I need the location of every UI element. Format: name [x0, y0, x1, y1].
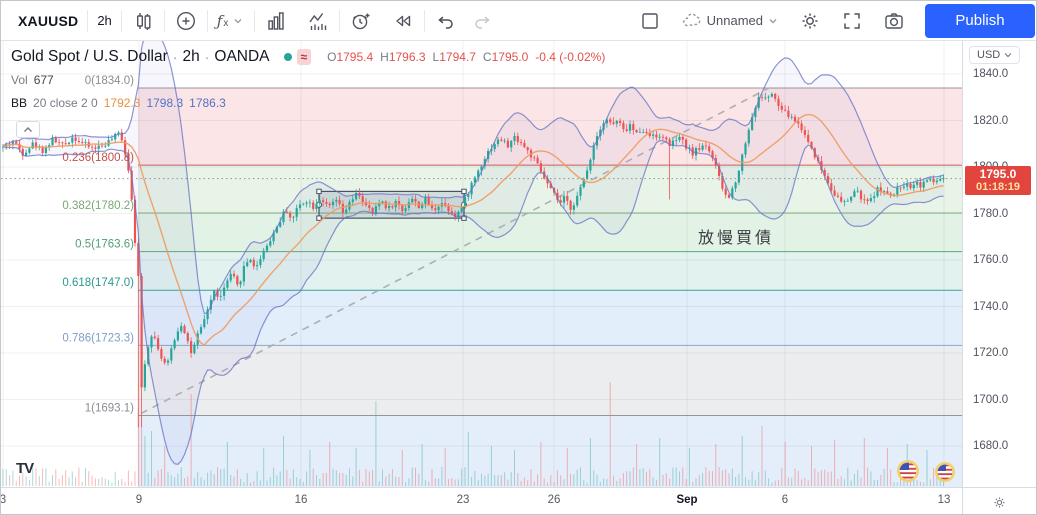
symbol-label: XAUUSD: [18, 12, 79, 29]
save-layout-button[interactable]: Unnamed: [671, 4, 789, 38]
redo-button[interactable]: [461, 4, 503, 38]
fib-labels-layer: 0(1834.0) 0.236(1800.8) 0.382(1780.2) 0.5(1…: [62, 75, 134, 415]
volume-bars-layer: [2, 382, 944, 486]
us-flag-event-icon[interactable]: [897, 460, 919, 482]
price-tick-label: 1760.0: [973, 254, 1009, 266]
chart-area: 0(1834.0) 0.236(1800.8) 0.382(1780.2) 0.5(1…: [1, 28, 964, 487]
price-tick-label: 1680.0: [973, 440, 1009, 452]
fib-zones-layer: [138, 87, 964, 487]
price-tick-label: 1820.0: [973, 114, 1009, 127]
snapshot-button[interactable]: [873, 4, 915, 38]
price-tick-label: 1720.0: [973, 347, 1009, 359]
time-tick-label: 13: [937, 494, 951, 506]
undo-arrow-icon: [438, 16, 454, 29]
currency-selector[interactable]: USD: [969, 46, 1021, 64]
time-tick-label: Sep: [676, 494, 698, 506]
gear-icon: [994, 497, 1005, 507]
line-chart-with-bars-icon: [309, 12, 327, 30]
publish-button[interactable]: Publish: [925, 3, 1035, 38]
symbol-button[interactable]: XAUUSD: [9, 4, 87, 38]
time-tick-label: 26: [547, 494, 561, 506]
gear-icon: [802, 13, 818, 28]
last-price-tag: 1795.0 01:18:19: [965, 166, 1031, 195]
bar-chart-template-icon: [268, 11, 285, 30]
bar-countdown: 01:18:19: [975, 181, 1021, 193]
undo-button[interactable]: [425, 4, 467, 38]
chevron-down-icon: [1004, 53, 1012, 58]
fib-level-label: 0.236(1800.8): [62, 152, 134, 164]
time-axis[interactable]: 3 9 16 23 26 Sep 6 13: [0, 487, 964, 514]
chevron-down-icon: [234, 18, 242, 23]
toolbar-separator: [206, 9, 208, 32]
redo-arrow-icon: [475, 16, 491, 29]
toolbar-separator: [339, 9, 341, 32]
toolbar-separator: [163, 9, 165, 32]
collapse-labels-button[interactable]: [16, 121, 40, 138]
alarm-clock-plus-icon: [353, 13, 370, 29]
interval-button[interactable]: 2h: [88, 4, 120, 38]
layout-select-button[interactable]: [629, 4, 671, 38]
text-drawing-annotation[interactable]: 放慢買債: [698, 230, 775, 247]
us-flag-event-icon[interactable]: [935, 462, 955, 482]
bar-replay-button[interactable]: [382, 4, 424, 38]
price-tick-label: 1740.0: [973, 300, 1009, 313]
axis-settings-corner[interactable]: [962, 487, 1036, 514]
camera-icon: [885, 12, 903, 29]
price-chart-canvas[interactable]: 0(1834.0) 0.236(1800.8) 0.382(1780.2) 0.5(1…: [1, 28, 964, 487]
toolbar-separator: [120, 9, 122, 32]
interval-label: 2h: [97, 13, 112, 28]
layout-square-icon: [641, 12, 658, 29]
tradingview-logo: TV: [16, 460, 35, 477]
indicator-templates-button[interactable]: [255, 4, 297, 38]
chevron-up-icon: [24, 127, 32, 132]
fx-indicators-icon: ƒ: [216, 11, 223, 30]
fib-level-label: 0.5(1763.6): [75, 239, 134, 251]
fib-level-label: 0.382(1780.2): [62, 200, 134, 212]
fib-level-label: 0.786(1723.3): [62, 332, 134, 344]
toolbar-separator: [254, 9, 256, 32]
price-tick-label: 1780.0: [973, 207, 1009, 220]
chart-settings-button[interactable]: [789, 4, 831, 38]
toolbar-separator: [87, 9, 89, 32]
time-tick-label: 6: [781, 494, 789, 506]
toolbar-separator: [424, 9, 426, 32]
toolbar-right-group: Unnamed Publish: [629, 1, 1036, 40]
chart-pattern-button[interactable]: [297, 4, 339, 38]
fullscreen-expand-icon: [844, 12, 860, 29]
time-tick-label: 3: [0, 494, 7, 506]
rewind-replay-icon: [396, 15, 411, 26]
fib-retracement-lines[interactable]: [138, 87, 964, 417]
time-tick-label: 16: [294, 494, 308, 506]
event-flag-icons[interactable]: [897, 460, 955, 482]
last-price-value: 1795.0: [979, 167, 1017, 181]
chart-style-button[interactable]: [122, 4, 164, 38]
price-axis[interactable]: USD 1795.0 01:18:19 1840.01820.01800.017…: [962, 41, 1036, 487]
price-tick-label: 1840.0: [973, 68, 1009, 80]
compare-button[interactable]: [165, 4, 207, 38]
svg-text:TV: TV: [16, 460, 34, 477]
bollinger-fill-layer: [3, 29, 944, 465]
fib-level-label: 0(1834.0): [85, 75, 134, 87]
cloud-save-icon: [682, 12, 701, 26]
layout-name-label: Unnamed: [706, 13, 763, 28]
compare-add-icon: [176, 11, 195, 30]
price-tick-label: 1700.0: [973, 393, 1009, 406]
time-tick-label: 9: [135, 494, 143, 506]
alert-button[interactable]: [340, 4, 382, 38]
fib-level-label: 1(1693.1): [85, 403, 134, 415]
chevron-down-icon: [769, 18, 777, 23]
fib-level-label: 0.618(1747.0): [62, 277, 134, 289]
time-tick-label: 23: [456, 494, 470, 506]
candlestick-chart-icon: [136, 12, 151, 30]
fullscreen-button[interactable]: [831, 4, 873, 38]
